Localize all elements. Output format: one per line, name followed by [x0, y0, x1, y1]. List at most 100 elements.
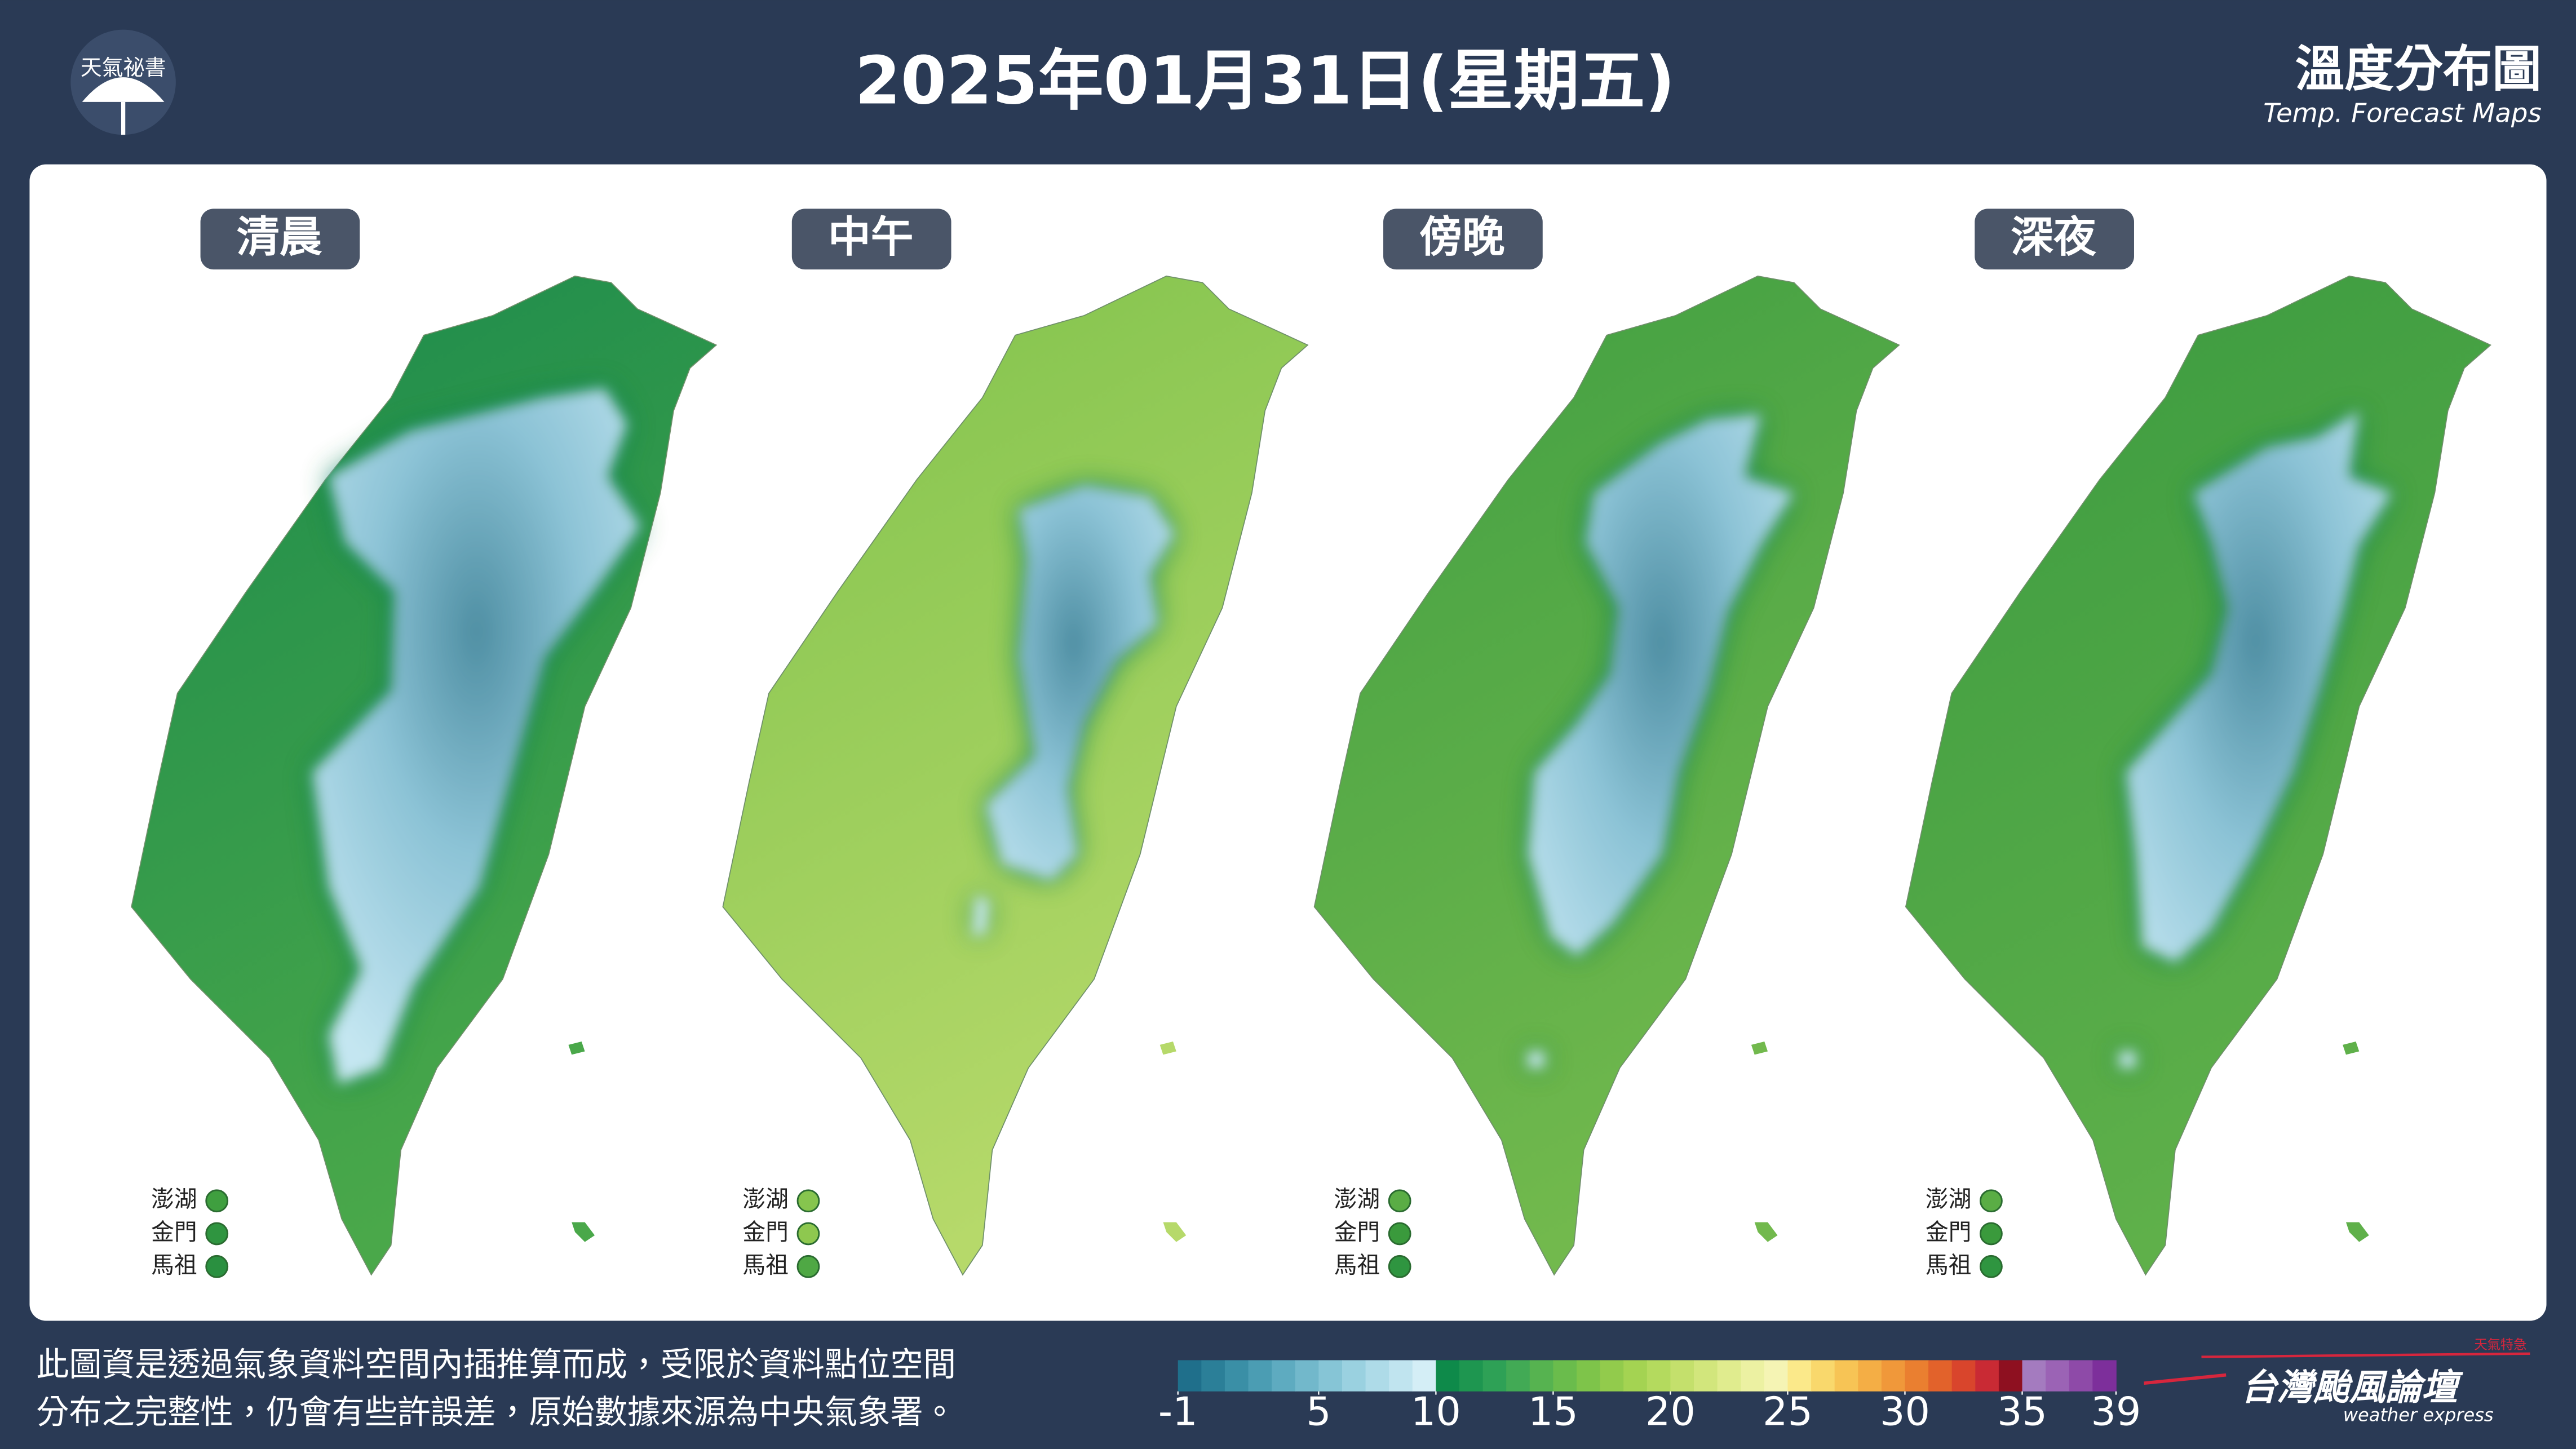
colorbar-tick-label: 5 — [1306, 1389, 1331, 1435]
color-swatch — [1178, 1360, 1202, 1392]
island-name: 金門 — [151, 1218, 197, 1246]
colorbar-tick-label: 35 — [1997, 1389, 2047, 1435]
island-dot — [796, 1222, 820, 1246]
island-dot — [205, 1189, 229, 1213]
island — [1754, 1222, 1778, 1242]
color-swatch — [1224, 1360, 1249, 1392]
island-name: 金門 — [742, 1218, 789, 1246]
color-swatch — [1600, 1360, 1625, 1392]
color-swatch — [1811, 1360, 1835, 1392]
brand-name: 台灣颱風論壇 — [2241, 1366, 2463, 1408]
color-swatch — [1482, 1360, 1507, 1392]
island — [1163, 1222, 1187, 1242]
color-swatch — [1764, 1360, 1789, 1392]
island-name: 馬祖 — [742, 1251, 789, 1278]
color-swatch — [1975, 1360, 1999, 1392]
color-swatch — [1365, 1360, 1390, 1392]
brand-stroke — [2201, 1352, 2530, 1358]
panel-label: 中午 — [828, 212, 914, 262]
island — [1751, 1042, 1768, 1055]
island — [572, 1222, 595, 1242]
color-swatch — [2022, 1360, 2046, 1392]
color-swatch — [1201, 1360, 1225, 1392]
panel-label-box — [1383, 209, 1543, 270]
island-name: 金門 — [1334, 1218, 1380, 1246]
color-swatch — [1318, 1360, 1343, 1392]
color-swatch — [1646, 1360, 1671, 1392]
color-swatch — [1694, 1360, 1718, 1392]
island-name: 澎湖 — [742, 1186, 789, 1213]
island-dot — [205, 1222, 229, 1246]
color-swatch — [1295, 1360, 1320, 1392]
island — [2343, 1042, 2360, 1055]
island-dot — [796, 1189, 820, 1213]
island — [2345, 1222, 2369, 1242]
color-swatch — [1577, 1360, 1601, 1392]
color-swatch — [2046, 1360, 2070, 1392]
color-swatch — [1553, 1360, 1577, 1392]
colorbar-tick-label: 30 — [1880, 1389, 1930, 1435]
color-swatch — [1342, 1360, 1366, 1392]
color-swatch — [1858, 1360, 1882, 1392]
colorbar-tick-label: 39 — [2091, 1389, 2141, 1435]
color-swatch — [1506, 1360, 1530, 1392]
color-swatch — [1741, 1360, 1765, 1392]
island-name: 馬祖 — [151, 1251, 197, 1278]
panel-label: 傍晚 — [1419, 212, 1505, 262]
colorbar-tick-label: 10 — [1411, 1389, 1461, 1435]
island-dot — [1980, 1255, 2003, 1278]
color-swatch — [1272, 1360, 1296, 1392]
brand: 天氣特急 台灣颱風論壇 weather express — [2144, 1337, 2530, 1426]
panel-label-box — [791, 209, 951, 270]
colorbar-tick-label: 20 — [1645, 1389, 1696, 1435]
colorbar-tick-label: 15 — [1528, 1389, 1578, 1435]
panel-label-box — [1975, 209, 2134, 270]
island-dot — [1388, 1222, 1411, 1246]
color-swatch — [1998, 1360, 2023, 1392]
color-swatch — [1670, 1360, 1694, 1392]
island-name: 金門 — [1926, 1218, 1972, 1246]
panel-label: 深夜 — [2011, 212, 2096, 262]
logo-text: 天氣祕書 — [81, 55, 166, 80]
island-dot — [1388, 1189, 1411, 1213]
colorbar-tick-label: 25 — [1763, 1389, 1813, 1435]
color-swatch — [1389, 1360, 1413, 1392]
island-name: 澎湖 — [151, 1186, 197, 1213]
panel-label: 清晨 — [237, 212, 322, 262]
product-subtitle: Temp. Forecast Maps — [2263, 98, 2542, 128]
colorbar: -1 5 10 15 20 25 30 35 39 — [1158, 1360, 2141, 1435]
umbrella-icon — [82, 77, 165, 102]
page-title: 2025年01月31日(星期五) — [855, 43, 1675, 119]
color-swatch — [1412, 1360, 1437, 1392]
logo: 天氣祕書 — [70, 29, 176, 135]
island-dot — [796, 1255, 820, 1278]
product-title: 溫度分布圖 — [2295, 40, 2542, 98]
island-name: 澎湖 — [1926, 1186, 1972, 1213]
disclaimer-line: 分布之完整性，仍會有些許誤差，原始數據來源為中央氣象署。 — [36, 1393, 956, 1432]
disclaimer-line: 此圖資是透過氣象資料空間內插推算而成，受限於資料點位空間 — [36, 1345, 956, 1384]
island-name: 澎湖 — [1334, 1186, 1380, 1213]
color-swatch — [1787, 1360, 1812, 1392]
brand-tagline: weather express — [2343, 1404, 2494, 1426]
island-dot — [1980, 1189, 2003, 1213]
color-swatch — [2092, 1360, 2117, 1392]
color-swatch — [1529, 1360, 1554, 1392]
brand-stroke — [2144, 1373, 2227, 1385]
color-swatch — [1717, 1360, 1742, 1392]
panel-label-box — [200, 209, 360, 270]
island-dot — [205, 1255, 229, 1278]
island-dot — [1980, 1222, 2003, 1246]
brand-badge: 天氣特急 — [2474, 1337, 2526, 1353]
color-swatch — [1436, 1360, 1460, 1392]
color-swatch — [1928, 1360, 1953, 1392]
color-swatch — [1905, 1360, 1929, 1392]
color-swatch — [1459, 1360, 1484, 1392]
color-swatch — [1951, 1360, 1976, 1392]
island-name: 馬祖 — [1334, 1251, 1380, 1278]
